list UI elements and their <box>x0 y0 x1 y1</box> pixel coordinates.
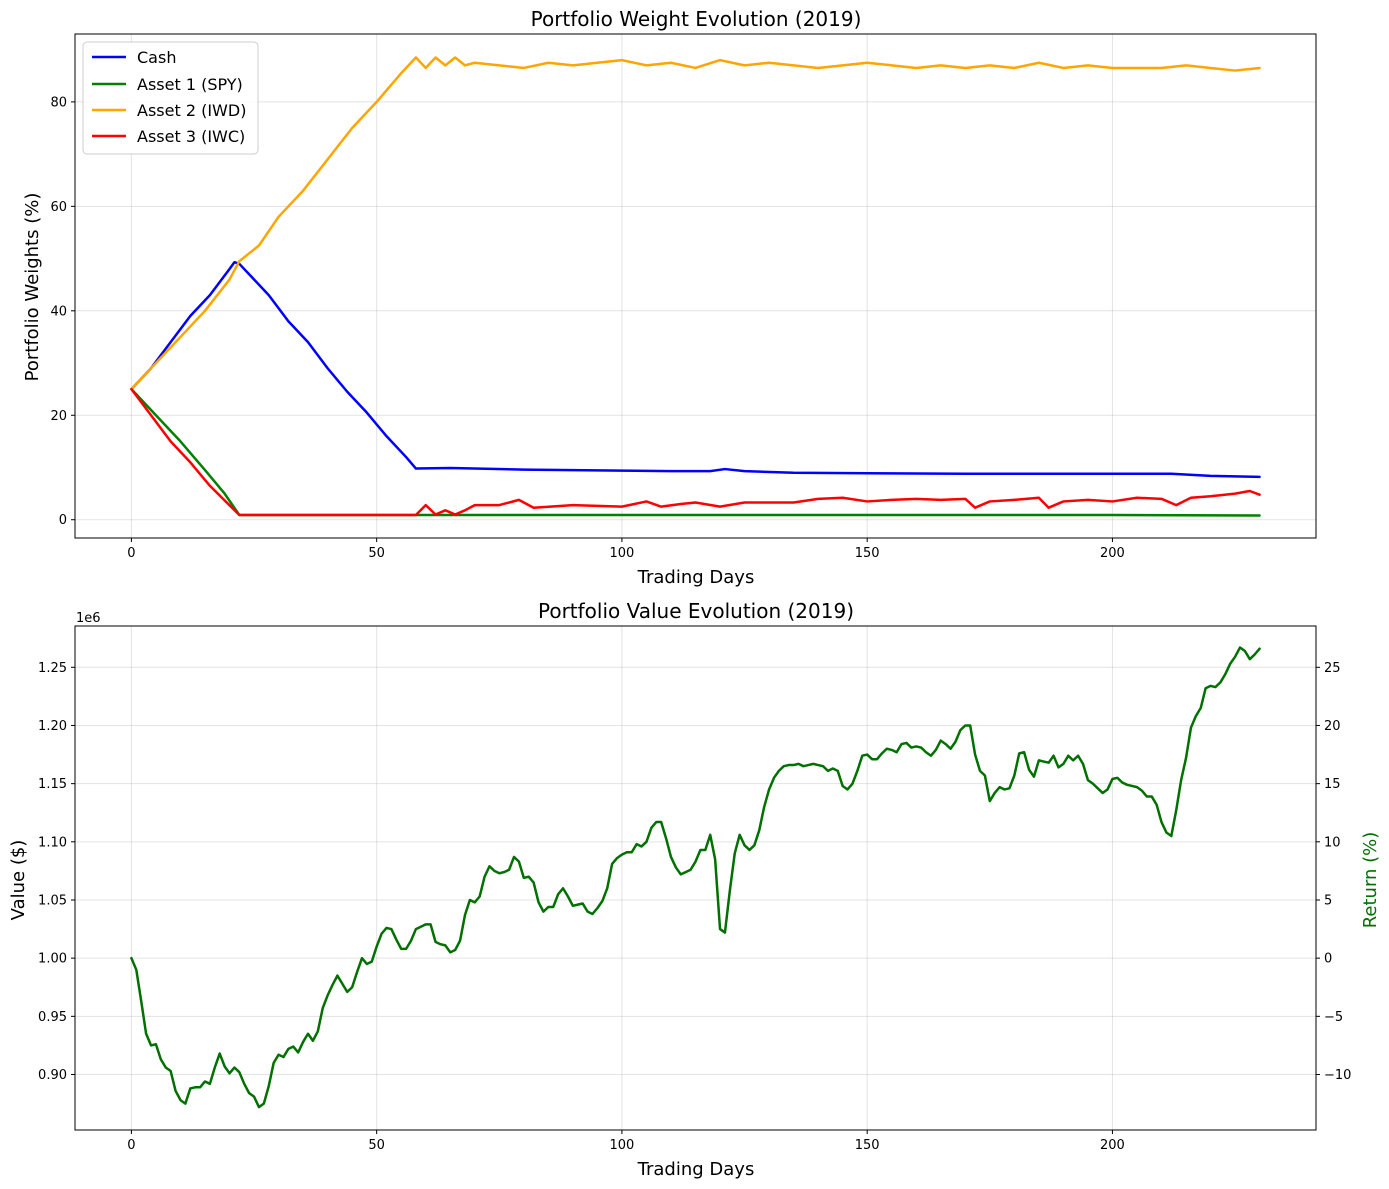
value-chart-y-ticks: 0.90 0.95 1.00 1.05 1.10 1.15 1.20 1.25 <box>38 661 75 1083</box>
legend-label-iwc: Asset 3 (IWC) <box>137 127 245 146</box>
weights-chart-y-ticks: 0 20 40 60 80 <box>50 95 75 528</box>
x-tick-label: 200 <box>1100 1138 1125 1153</box>
weights-chart-x-ticks: 0 50 100 150 200 <box>127 538 1125 561</box>
y2-tick-label: 20 <box>1324 719 1341 734</box>
x-tick-label: 0 <box>127 546 135 561</box>
y2-tick-label: 0 <box>1324 952 1332 967</box>
weights-chart-x-axis-label: Trading Days <box>637 567 755 588</box>
legend-label-cash: Cash <box>137 48 176 67</box>
weights-chart: Portfolio Weight Evolution (2019) 0 50 100… <box>22 7 1317 588</box>
x-tick-label: 50 <box>368 1138 385 1153</box>
value-chart-y-offset-label: 1e6 <box>76 611 101 626</box>
x-tick-label: 50 <box>368 546 385 561</box>
y-tick-label: 60 <box>50 200 67 215</box>
value-chart: Portfolio Value Evolution (2019) 0 50 100 1… <box>8 599 1381 1180</box>
y-tick-label: 1.25 <box>38 661 67 676</box>
y2-tick-label: −10 <box>1324 1068 1351 1083</box>
x-tick-label: 150 <box>855 546 880 561</box>
series-line-asset-2-iwd <box>130 56 1261 391</box>
y2-tick-label: −5 <box>1324 1010 1343 1025</box>
y-tick-label: 1.00 <box>38 952 67 967</box>
y2-tick-label: 25 <box>1324 661 1341 676</box>
weights-chart-frame <box>74 33 1317 539</box>
y-tick-label: 1.05 <box>38 893 67 908</box>
series-line-value-0 <box>130 646 1261 1109</box>
weights-chart-legend: Cash Asset 1 (SPY) Asset 2 (IWD) Asset 3… <box>82 41 259 155</box>
y-tick-label: 0.95 <box>38 1010 67 1025</box>
value-chart-series <box>130 646 1261 1109</box>
weights-chart-title: Portfolio Weight Evolution (2019) <box>531 7 862 31</box>
value-chart-y-axis-label: Value ($) <box>8 840 29 921</box>
x-tick-label: 100 <box>610 1138 635 1153</box>
value-chart-y2-axis-label: Return (%) <box>1360 832 1381 929</box>
value-chart-frame <box>74 625 1317 1131</box>
value-chart-x-ticks: 0 50 100 150 200 <box>127 1130 1125 1153</box>
y-tick-label: 1.20 <box>38 719 67 734</box>
series-line-asset-3-iwc <box>130 387 1261 517</box>
y-tick-label: 1.10 <box>38 835 67 850</box>
y-tick-label: 0.90 <box>38 1068 67 1083</box>
series-line-cash <box>130 260 1261 479</box>
value-chart-y2-ticks: −10 −5 0 5 10 15 20 25 <box>1316 661 1351 1083</box>
x-tick-label: 100 <box>610 546 635 561</box>
value-chart-title: Portfolio Value Evolution (2019) <box>538 599 854 623</box>
legend-label-iwd: Asset 2 (IWD) <box>137 101 246 120</box>
y2-tick-label: 10 <box>1324 835 1341 850</box>
y-tick-label: 40 <box>50 304 67 319</box>
x-tick-label: 0 <box>127 1138 135 1153</box>
y-tick-label: 0 <box>59 513 67 528</box>
y-tick-label: 20 <box>50 409 67 424</box>
weights-chart-series <box>130 56 1261 517</box>
weights-chart-y-axis-label: Portfolio Weights (%) <box>22 193 43 382</box>
y2-tick-label: 5 <box>1324 893 1332 908</box>
y2-tick-label: 15 <box>1324 777 1341 792</box>
y-tick-label: 1.15 <box>38 777 67 792</box>
x-tick-label: 200 <box>1100 546 1125 561</box>
y-tick-label: 80 <box>50 95 67 110</box>
value-chart-x-axis-label: Trading Days <box>637 1159 755 1180</box>
x-tick-label: 150 <box>855 1138 880 1153</box>
legend-frame <box>82 41 259 155</box>
legend-label-spy: Asset 1 (SPY) <box>137 75 243 94</box>
